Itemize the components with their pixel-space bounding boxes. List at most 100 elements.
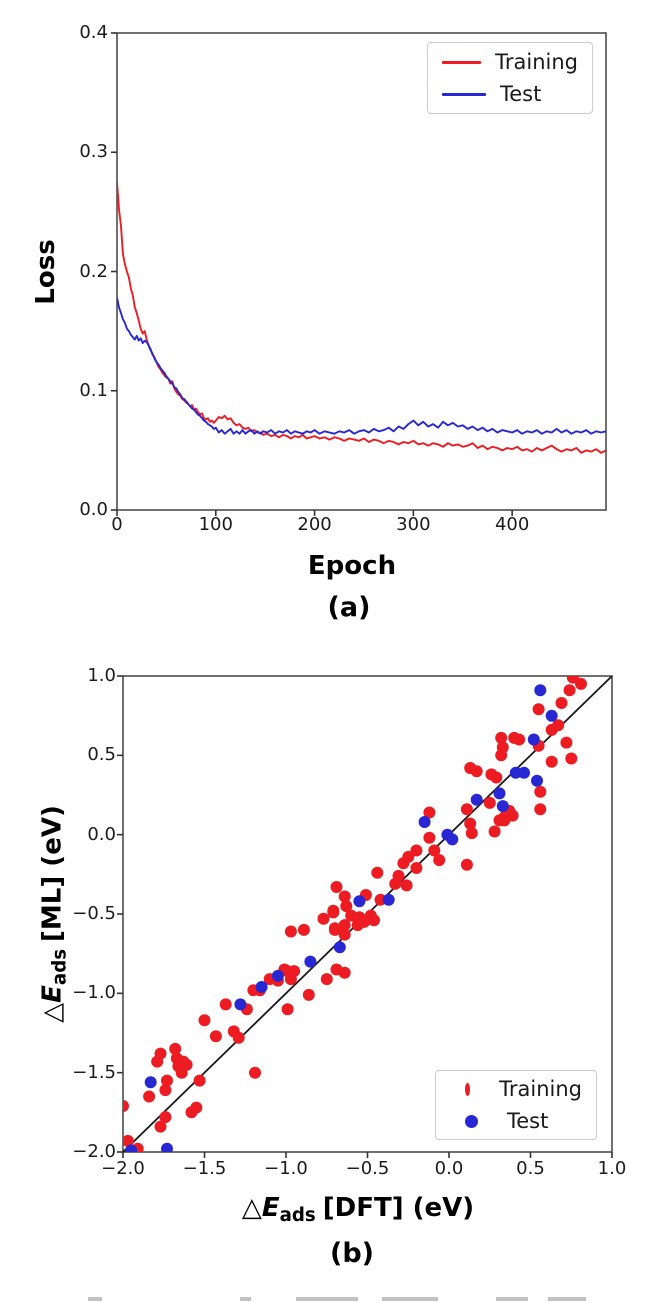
data-point-training (423, 806, 436, 819)
data-point-training (460, 858, 473, 871)
data-point-test (271, 969, 284, 982)
data-point-training (338, 928, 351, 941)
data-point-training (545, 755, 558, 768)
y-tick-label-0.3: 0.3 (79, 141, 108, 163)
data-point-training (433, 854, 446, 867)
energy-symbol: E (261, 1193, 280, 1223)
data-point-test (144, 1076, 157, 1089)
data-point-test (125, 1144, 138, 1152)
data-point-training (169, 1042, 182, 1055)
data-point-test (470, 793, 483, 806)
data-point-training (154, 1120, 167, 1133)
data-point-training (330, 881, 343, 893)
data-point-test (304, 955, 317, 968)
y-tick-label-−1.0: −1.0 (72, 982, 116, 1004)
data-point-test (353, 895, 366, 908)
data-point-training (570, 676, 579, 678)
data-point-test (418, 816, 431, 828)
legend-a: Training Test (427, 42, 593, 114)
data-point-training (193, 1074, 206, 1087)
data-point-training (371, 866, 384, 879)
data-point-test (161, 1142, 173, 1152)
data-point-training (552, 719, 565, 732)
data-point-training (180, 1058, 193, 1071)
y-tick-label-0.5: 0.5 (87, 744, 116, 766)
data-point-training (560, 736, 573, 749)
x-tick-label-−2.0: −2.0 (101, 1158, 145, 1179)
data-point-training (555, 697, 568, 709)
data-point-training (123, 1134, 134, 1147)
loss-chart-plot-area (111, 32, 607, 516)
data-point-test (527, 733, 540, 746)
data-point-training (464, 817, 477, 830)
legend-a-row-test: Test (442, 82, 578, 106)
legend-a-row-training: Training (442, 50, 578, 74)
x-tick-label-100: 100 (198, 514, 233, 535)
loss-curve-test (117, 297, 606, 435)
data-point-training (575, 677, 587, 690)
data-point-training (327, 904, 340, 917)
data-point-training (465, 827, 478, 840)
ml-units-text: [ML] (eV) (37, 805, 68, 942)
legend-b-test-label: Test (507, 1109, 549, 1133)
data-point-training (249, 1066, 261, 1079)
data-point-test (234, 998, 247, 1011)
y-tick-label-0.0: 0.0 (87, 823, 116, 845)
y-tick-label-−1.5: −1.5 (72, 1061, 116, 1083)
data-point-test (446, 833, 459, 846)
x-tick-label-1.0: 1.0 (597, 1158, 627, 1179)
data-point-training (302, 988, 315, 1001)
legend-b: Training Test (435, 1070, 597, 1140)
data-point-test (509, 766, 522, 779)
data-point-training (123, 1100, 129, 1112)
data-point-test (496, 800, 509, 813)
data-point-training (428, 844, 441, 857)
data-point-training (392, 869, 405, 882)
data-point-test (493, 787, 506, 800)
y-tick-label-0.1: 0.1 (79, 379, 108, 401)
ads-subscript: ads (279, 1205, 316, 1227)
loss-curve-training (117, 182, 606, 454)
data-point-training (488, 825, 501, 838)
x-tick-label-−1.5: −1.5 (182, 1158, 227, 1179)
x-tick-label-−0.5: −0.5 (345, 1158, 390, 1179)
data-point-training (423, 831, 436, 844)
x-tick-label-0.5: 0.5 (516, 1158, 545, 1179)
data-point-training (470, 765, 483, 778)
data-point-training (410, 862, 423, 874)
ads-subscript: ads (49, 948, 71, 986)
test-dot-swatch (465, 1114, 478, 1128)
test-line-swatch (442, 92, 486, 96)
data-point-training (159, 1111, 172, 1124)
legend-a-test-label: Test (500, 82, 542, 106)
dft-units-text: [DFT] (eV) (322, 1193, 475, 1223)
data-point-training (219, 998, 232, 1011)
x-tick-label-200: 200 (297, 514, 332, 535)
data-point-training (534, 785, 547, 798)
data-point-training (143, 1090, 156, 1103)
y-tick-label-0.0: 0.0 (79, 499, 108, 520)
legend-b-row-test: Test (450, 1109, 582, 1133)
energy-symbol: E (37, 985, 68, 1003)
training-dot-swatch (465, 1082, 471, 1096)
data-point-training (284, 973, 297, 986)
data-point-training (338, 890, 351, 903)
x-tick-label-−1.0: −1.0 (264, 1158, 308, 1179)
delta-glyph: △ (241, 1193, 262, 1223)
delta-glyph: △ (37, 1002, 68, 1023)
data-point-training (151, 1055, 164, 1068)
panel-label-a: (a) (327, 592, 371, 623)
data-point-training (338, 919, 351, 932)
data-point-training (297, 923, 310, 936)
data-point-training (532, 703, 545, 716)
data-point-training (190, 1101, 203, 1114)
data-point-training (490, 771, 503, 784)
y-axis-label-ml: △Eads [ML] (eV) (37, 805, 70, 1023)
data-point-training (161, 1074, 173, 1087)
legend-b-training-label: Training (499, 1077, 582, 1101)
data-point-training (495, 731, 508, 744)
data-point-training (209, 1030, 222, 1043)
data-point-training (198, 1014, 211, 1027)
